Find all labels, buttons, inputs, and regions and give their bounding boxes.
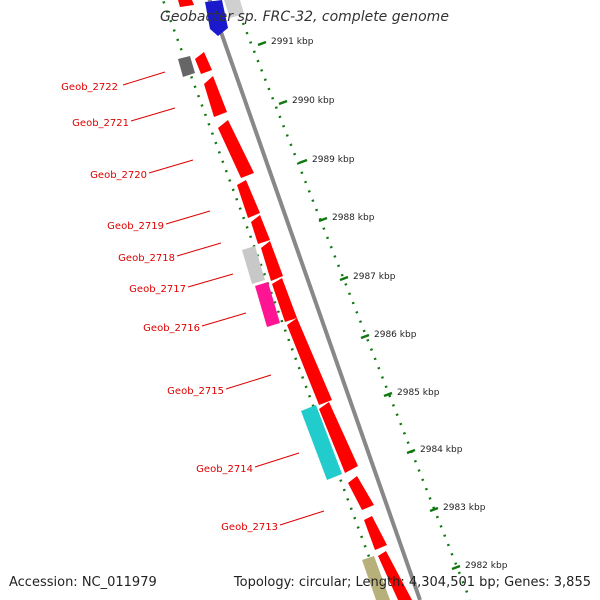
outer-dotted-ring bbox=[232, 0, 472, 600]
genome-backbone bbox=[207, 0, 422, 600]
cds-arrow bbox=[251, 215, 270, 244]
blue-feature-arrow bbox=[205, 0, 228, 36]
cds-arrow bbox=[378, 551, 412, 600]
olive-feature-bottom bbox=[362, 556, 390, 600]
gene-leader-line bbox=[165, 210, 211, 225]
red-feature-top bbox=[178, 0, 194, 7]
cds-arrow bbox=[237, 180, 260, 218]
kbp-tick bbox=[451, 564, 461, 571]
kbp-tick bbox=[318, 216, 328, 223]
kbp-scale: 2991 kbp 2990 kbp 2989 kbp 2988 kbp 2987 kbp… bbox=[257, 37, 508, 571]
gene-leader-line bbox=[201, 312, 247, 327]
gene-leader-line bbox=[130, 107, 176, 122]
gene-leader-line bbox=[225, 374, 272, 390]
kbp-tick bbox=[339, 275, 349, 282]
cds-arrow bbox=[204, 76, 227, 117]
kbp-tick bbox=[406, 448, 416, 455]
kbp-tick bbox=[360, 333, 370, 340]
gene-label[interactable]: Geob_2715 bbox=[167, 386, 224, 397]
gene-label[interactable]: Geob_2716 bbox=[143, 323, 200, 334]
kbp-tick-label: 2987 kbp bbox=[353, 272, 396, 282]
kbp-tick-label: 2988 kbp bbox=[332, 213, 375, 223]
gene-leader-line bbox=[148, 159, 194, 174]
cds-arrow bbox=[272, 278, 297, 322]
cds-arrow bbox=[319, 402, 358, 473]
pink-feature-2716 bbox=[255, 282, 280, 327]
gene-label[interactable]: Geob_2713 bbox=[221, 522, 278, 533]
gene-label[interactable]: Geob_2714 bbox=[196, 464, 253, 475]
kbp-tick-label: 2989 kbp bbox=[312, 155, 355, 165]
feature-track bbox=[178, 0, 390, 600]
cds-arrow bbox=[218, 120, 254, 178]
cyan-feature-2714 bbox=[301, 405, 342, 480]
kbp-tick-label: 2982 kbp bbox=[465, 561, 508, 571]
kbp-tick-label: 2983 kbp bbox=[443, 503, 486, 513]
accession-text: Accession: NC_011979 bbox=[9, 575, 157, 590]
kbp-tick bbox=[278, 99, 288, 106]
dark-feature-arrow bbox=[178, 56, 195, 77]
grey-feature-top bbox=[224, 0, 244, 18]
gene-label[interactable]: Geob_2720 bbox=[90, 170, 147, 181]
gene-label[interactable]: Geob_2718 bbox=[118, 253, 175, 264]
kbp-tick-label: 2990 kbp bbox=[292, 96, 335, 106]
kbp-tick bbox=[257, 40, 267, 47]
grey-feature-2717 bbox=[242, 246, 265, 284]
kbp-tick-label: 2984 kbp bbox=[420, 445, 463, 455]
gene-leader-line bbox=[187, 273, 234, 288]
gene-label[interactable]: Geob_2721 bbox=[72, 118, 129, 129]
gene-leader-line bbox=[254, 452, 300, 468]
kbp-tick bbox=[429, 506, 439, 513]
kbp-tick-label: 2991 kbp bbox=[271, 37, 314, 47]
gene-label[interactable]: Geob_2717 bbox=[129, 284, 186, 295]
kbp-tick bbox=[383, 391, 393, 398]
summary-text: Topology: circular; Length: 4,304,501 bp… bbox=[233, 575, 591, 590]
gene-leader-line bbox=[122, 71, 166, 86]
cds-arrow bbox=[287, 318, 332, 405]
gene-label[interactable]: Geob_2719 bbox=[107, 221, 164, 232]
cds-arrow bbox=[261, 241, 283, 281]
cds-arrow bbox=[364, 516, 387, 550]
gene-labels: Geob_2722 Geob_2721 Geob_2720 Geob_2719 Geob… bbox=[61, 71, 325, 533]
kbp-tick-label: 2985 kbp bbox=[397, 388, 440, 398]
kbp-tick-label: 2986 kbp bbox=[374, 330, 417, 340]
cds-arrow bbox=[348, 476, 374, 510]
cds-arrow bbox=[195, 52, 212, 74]
kbp-tick bbox=[298, 158, 308, 165]
inner-dotted-ring bbox=[161, 0, 387, 600]
cds-track bbox=[195, 52, 412, 600]
gene-label[interactable]: Geob_2722 bbox=[61, 82, 118, 93]
genome-title: Geobacter sp. FRC-32, complete genome bbox=[160, 9, 449, 25]
gene-leader-line bbox=[176, 242, 222, 257]
gene-leader-line bbox=[279, 510, 325, 526]
